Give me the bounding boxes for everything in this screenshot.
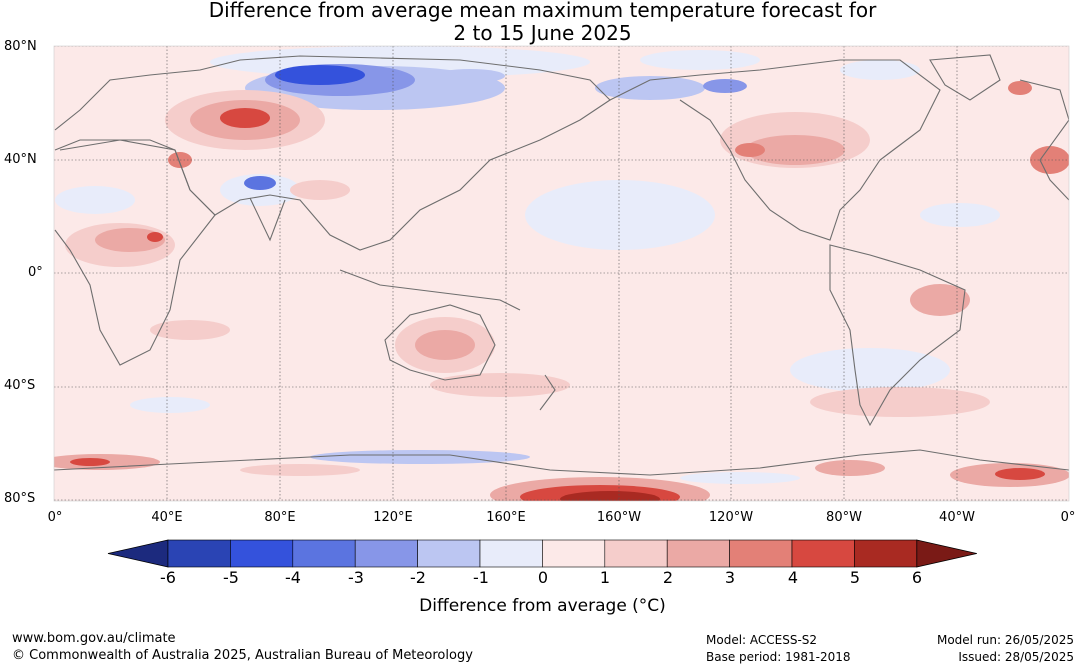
colorbar-tick: -6 <box>160 568 176 587</box>
map-title-line2: 2 to 15 June 2025 <box>453 21 632 45</box>
lon-label-80w: 80°W <box>826 510 862 525</box>
colorbar-tick: 2 <box>662 568 674 587</box>
footer-model-run: Model run: 26/05/2025 <box>936 633 1074 647</box>
colorbar-tick: 0 <box>537 568 549 587</box>
lon-label-120w: 120°W <box>708 510 754 525</box>
lon-label-0-left: 0° <box>47 510 63 525</box>
warm-anomaly-regions <box>65 81 1069 417</box>
colorbar-tick: -2 <box>410 568 426 587</box>
lon-label-40e: 40°E <box>151 510 183 525</box>
southern-ocean-band <box>54 446 1069 501</box>
colorbar-tick: -3 <box>348 568 364 587</box>
footer-model: Model: ACCESS-S2 <box>706 633 818 647</box>
graticule <box>54 46 1069 501</box>
colorbar-tick: -5 <box>223 568 239 587</box>
colorbar-tick: 4 <box>787 568 799 587</box>
colorbar-tick: 6 <box>911 568 923 587</box>
colorbar-tick: -1 <box>473 568 489 587</box>
footer-issued: Issued: 28/05/2025 <box>958 650 1074 664</box>
lon-label-120e: 120°E <box>373 510 413 525</box>
colorbar-tick: -4 <box>285 568 301 587</box>
lon-label-40w: 40°W <box>939 510 975 525</box>
footer-base-period: Base period: 1981-2018 <box>706 650 851 664</box>
lat-label-80s: 80°S <box>4 491 36 506</box>
lon-label-160w: 160°W <box>596 510 642 525</box>
lat-label-40s: 40°S <box>4 378 36 393</box>
footer-website: www.bom.gov.au/climate <box>12 631 176 646</box>
lat-label-80n: 80°N <box>4 39 37 54</box>
map-title-line1: Difference from average mean maximum tem… <box>208 0 877 22</box>
lon-label-0-right: 0° <box>1060 510 1076 525</box>
lon-label-160e: 160°E <box>486 510 526 525</box>
lat-label-40n: 40°N <box>4 152 37 167</box>
lat-label-0: 0° <box>28 265 43 280</box>
colorbar-tick: 3 <box>724 568 736 587</box>
footer-copyright: © Commonwealth of Australia 2025, Austra… <box>12 648 473 663</box>
coastlines <box>54 54 1069 476</box>
colorbar-tick: 1 <box>599 568 611 587</box>
lon-label-80e: 80°E <box>264 510 296 525</box>
colorbar-title: Difference from average (°C) <box>419 596 666 616</box>
colorbar-tick: 5 <box>849 568 861 587</box>
